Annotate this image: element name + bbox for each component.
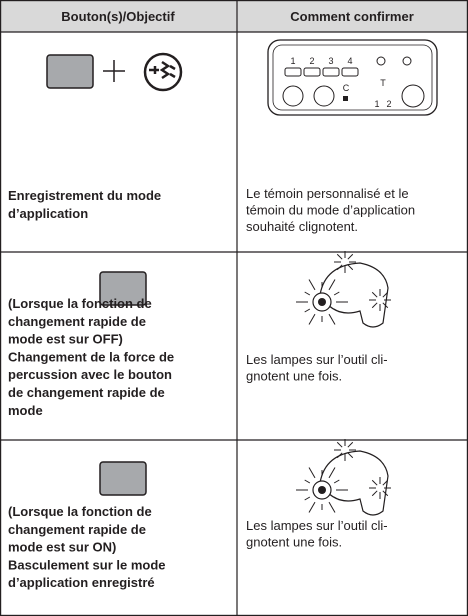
panel-label: 2 <box>309 56 314 66</box>
panel-label: 1 <box>290 56 295 66</box>
panel-label: 2 <box>386 99 391 109</box>
panel-dot <box>343 96 348 101</box>
light-ray <box>304 479 311 484</box>
panel-btn <box>313 85 335 107</box>
confirm-text: Le témoin personnalisé et le <box>246 186 409 201</box>
action-text: de changement rapide de <box>8 385 165 400</box>
confirm-text: gnotent une fois. <box>246 369 342 384</box>
light-ray <box>382 490 389 497</box>
light-ray <box>328 279 336 291</box>
light-ray <box>347 452 354 459</box>
light-ray <box>308 467 316 479</box>
mode-glyph <box>149 60 176 80</box>
light-ray <box>382 302 389 309</box>
light-ray <box>371 291 378 298</box>
panel-label: T <box>380 78 386 88</box>
action-text: Enregistrement du mode <box>8 188 161 203</box>
panel-lamp <box>402 56 412 66</box>
action-text: percussion avec le bouton <box>8 367 172 382</box>
panel-label: 4 <box>347 56 352 66</box>
header-col1: Bouton(s)/Objectif <box>61 9 175 24</box>
action-text: Basculement sur le mode <box>8 557 166 572</box>
action-text: d’application <box>8 206 88 221</box>
light-ray <box>333 496 340 501</box>
panel-label: C <box>343 83 350 93</box>
action-text: d’application enregistré <box>8 575 155 590</box>
confirm-text: témoin du mode d’application <box>246 203 415 218</box>
light-ray <box>382 291 389 298</box>
light-ray <box>308 279 316 291</box>
control-panel: 1 2 3 4C T1 2 <box>267 39 438 116</box>
panel-btn <box>282 85 304 107</box>
button-icon <box>99 271 147 306</box>
confirm-text: souhaité clignotent. <box>246 219 358 234</box>
plus-sign <box>103 60 125 82</box>
light-ray <box>347 441 354 448</box>
light-ray <box>304 291 311 296</box>
confirm-text: gnotent une fois. <box>246 535 342 550</box>
action-text: mode est sur OFF) <box>8 332 123 347</box>
panel-inner <box>272 44 433 111</box>
light-ray <box>308 501 316 513</box>
tool-chuck <box>318 298 326 306</box>
light-ray <box>371 302 378 309</box>
panel-lamp <box>376 56 386 66</box>
light-ray <box>328 501 336 513</box>
panel-label: 1 <box>374 99 379 109</box>
light-ray <box>333 291 340 296</box>
tool-body <box>319 262 389 328</box>
light-ray <box>328 313 336 325</box>
light-ray <box>371 479 378 486</box>
button-icon <box>99 461 147 496</box>
action-text: Changement de la force de <box>8 349 174 364</box>
tool-illustration <box>296 251 391 328</box>
action-text: mode est sur ON) <box>8 540 116 555</box>
light-ray <box>304 496 311 501</box>
panel-lamp <box>284 67 302 77</box>
light-ray <box>333 308 340 313</box>
light-ray <box>371 490 378 497</box>
confirm-text: Les lampes sur l’outil cli- <box>246 518 388 533</box>
light-ray <box>304 308 311 313</box>
action-text: (Lorsque la fonction de <box>8 504 152 519</box>
panel-lamp <box>322 67 340 77</box>
light-ray <box>336 441 343 448</box>
panel-lamp <box>303 67 321 77</box>
light-ray <box>328 467 336 479</box>
tool-chuck <box>318 486 326 494</box>
header-bg <box>0 0 468 32</box>
action-text: changement rapide de <box>8 522 146 537</box>
tool-body <box>319 450 389 516</box>
button-icon <box>46 54 94 89</box>
action-text: (Lorsque la fonction de <box>8 296 152 311</box>
panel-body <box>267 39 438 116</box>
panel-btn <box>401 84 425 108</box>
light-ray <box>333 479 340 484</box>
confirm-text: Les lampes sur l’outil cli- <box>246 352 388 367</box>
light-ray <box>308 313 316 325</box>
light-ray <box>336 452 343 459</box>
action-text: changement rapide de <box>8 314 146 329</box>
light-ray <box>382 479 389 486</box>
action-text: mode <box>8 403 43 418</box>
light-ray <box>347 264 354 271</box>
panel-lamp <box>341 67 359 77</box>
light-ray <box>336 264 343 271</box>
panel-label: 3 <box>328 56 333 66</box>
light-ray <box>336 253 343 260</box>
header-col2: Comment confirmer <box>290 9 414 24</box>
light-ray <box>347 253 354 260</box>
tool-illustration <box>296 439 391 516</box>
